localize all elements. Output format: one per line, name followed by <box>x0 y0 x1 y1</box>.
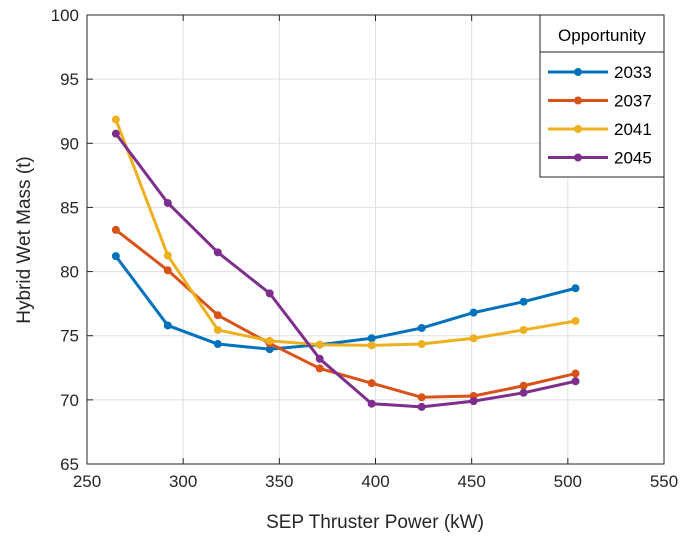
legend-item-2045: 2045 <box>548 149 652 168</box>
x-tick-label: 500 <box>554 472 582 491</box>
legend-label: 2037 <box>614 92 652 111</box>
data-point <box>265 345 274 354</box>
series-line-2045 <box>114 132 576 409</box>
data-point <box>469 397 478 406</box>
data-point <box>111 252 120 261</box>
x-tick-label: 350 <box>265 472 293 491</box>
data-point <box>571 369 580 378</box>
y-tick-label: 75 <box>60 327 79 346</box>
y-tick-label: 95 <box>60 70 79 89</box>
data-point <box>213 248 222 257</box>
legend-marker <box>574 153 582 162</box>
x-tick-label: 300 <box>169 472 197 491</box>
data-point <box>213 340 222 349</box>
data-point <box>111 225 120 234</box>
data-point <box>163 266 172 275</box>
data-point <box>213 325 222 334</box>
data-point <box>417 340 426 349</box>
x-tick-label: 450 <box>457 472 485 491</box>
data-point <box>571 316 580 325</box>
data-point <box>469 334 478 343</box>
legend: Opportunity 2033 2037 2041 2045 <box>539 14 665 178</box>
data-point <box>367 379 376 388</box>
data-point <box>519 297 528 306</box>
data-point <box>519 325 528 334</box>
legend-marker <box>574 125 582 133</box>
data-point <box>367 334 376 343</box>
legend-label: 2045 <box>614 149 652 168</box>
data-point <box>163 321 172 330</box>
legend-item-2033: 2033 <box>548 63 652 82</box>
data-point <box>417 402 426 411</box>
legend-marker <box>574 96 582 105</box>
legend-title: Opportunity <box>558 26 646 45</box>
data-point <box>163 198 172 207</box>
data-point <box>519 381 528 390</box>
series-line-2033 <box>114 255 576 351</box>
data-point <box>111 129 120 138</box>
series-layer <box>111 115 580 411</box>
y-tick-label: 100 <box>51 6 79 25</box>
legend-label: 2033 <box>614 63 652 82</box>
data-point <box>367 399 376 408</box>
data-point <box>213 311 222 320</box>
x-tick-label: 250 <box>73 472 101 491</box>
data-point <box>163 251 172 260</box>
y-tick-label: 65 <box>60 455 79 474</box>
y-tick-label: 85 <box>60 198 79 217</box>
x-tick-label: 400 <box>361 472 389 491</box>
y-tick-label: 70 <box>60 391 79 410</box>
legend-label: 2041 <box>614 120 652 139</box>
x-axis-label: SEP Thruster Power (kW) <box>266 512 484 533</box>
x-tick-label: 550 <box>650 472 678 491</box>
data-point <box>519 388 528 397</box>
data-point <box>315 354 324 363</box>
data-point <box>417 393 426 402</box>
data-point <box>315 364 324 373</box>
series-2033 <box>111 252 580 354</box>
data-point <box>417 324 426 333</box>
y-axis-label: Hybrid Wet Mass (t) <box>14 156 35 324</box>
data-point <box>265 289 274 298</box>
data-point <box>469 308 478 317</box>
legend-box <box>539 14 665 178</box>
data-point <box>265 336 274 345</box>
series-2041 <box>111 115 580 350</box>
legend-item-2041: 2041 <box>548 120 652 139</box>
data-point <box>571 284 580 293</box>
legend-item-2037: 2037 <box>548 92 652 111</box>
y-tick-label: 80 <box>60 263 79 282</box>
data-point <box>571 377 580 386</box>
legend-marker <box>574 68 582 76</box>
data-point <box>367 341 376 350</box>
series-2045 <box>111 129 580 411</box>
axis-ticks: 250 300 350 400 450 500 550 65 70 75 80 85 90 95 100 <box>51 6 679 491</box>
data-point <box>315 340 324 349</box>
data-point <box>111 115 120 124</box>
y-tick-label: 90 <box>60 134 79 153</box>
series-line-2041 <box>114 119 576 347</box>
